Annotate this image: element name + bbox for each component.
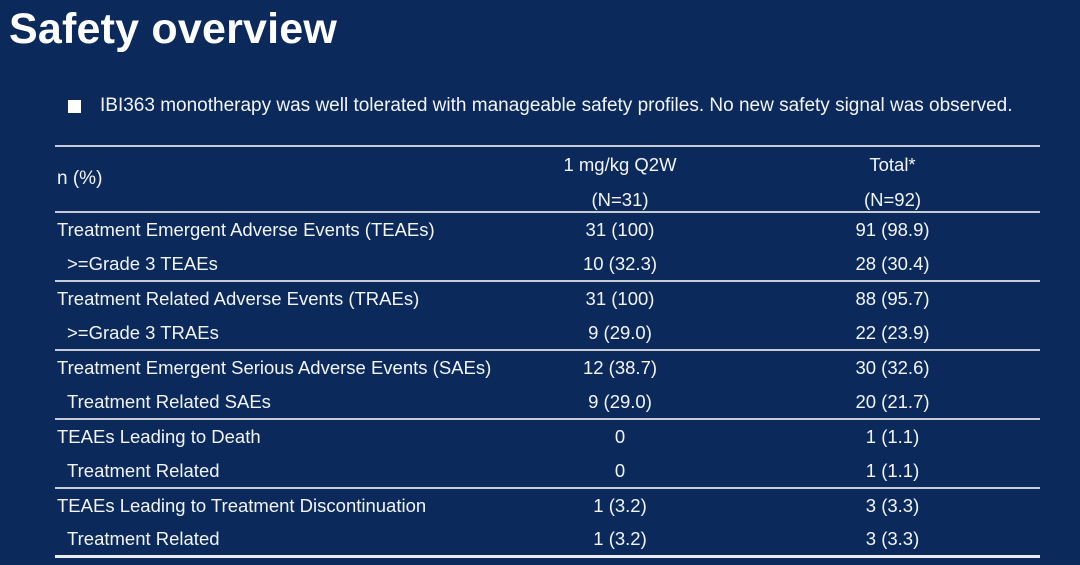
table-row: Treatment Emergent Serious Adverse Event…: [55, 351, 1040, 386]
table-header-row: n (%) 1 mg/kg Q2W (N=31) Total* (N=92): [55, 145, 1040, 213]
row-label: >=Grade 3 TRAEs: [67, 321, 219, 343]
value-dose-group: 10 (32.3): [582, 252, 658, 274]
value-total: 28 (30.4): [855, 252, 930, 274]
row-label: Treatment Related: [67, 459, 220, 481]
column-n: (N=92): [863, 188, 922, 210]
value-total: 3 (3.3): [865, 495, 920, 517]
table-row: >=Grade 3 TEAEs 10 (32.3) 28 (30.4): [55, 248, 1040, 282]
value-total: 1 (1.1): [865, 426, 920, 448]
table-row: TEAEs Leading to Death 0 1 (1.1): [55, 420, 1040, 455]
value-dose-group: 1 (3.2): [593, 495, 647, 517]
value-total: 3 (3.3): [865, 528, 920, 550]
row-label: Treatment Related Adverse Events (TRAEs): [57, 288, 420, 310]
value-dose-group: 12 (38.7): [582, 357, 658, 379]
row-label: TEAEs Leading to Treatment Discontinuati…: [57, 495, 427, 517]
value-total: 1 (1.1): [865, 459, 920, 481]
key-message-bullet: IBI363 monotherapy was well tolerated wi…: [68, 95, 1013, 117]
value-total: 22 (23.9): [855, 321, 930, 343]
value-dose-group: 31 (100): [585, 288, 655, 310]
column-n: (N=31): [591, 188, 649, 210]
table-row: Treatment Related 0 1 (1.1): [55, 455, 1040, 489]
row-label: Treatment Emergent Serious Adverse Event…: [57, 357, 492, 379]
key-message-text: IBI363 monotherapy was well tolerated wi…: [100, 95, 1013, 116]
table-row: Treatment Related SAEs 9 (29.0) 20 (21.7…: [55, 386, 1040, 420]
row-label: TEAEs Leading to Death: [57, 426, 261, 448]
page-title: Safety overview: [9, 5, 338, 53]
row-label: Treatment Related: [67, 528, 220, 550]
row-label: Treatment Emergent Adverse Events (TEAEs…: [57, 219, 435, 241]
value-dose-group: 1 (3.2): [593, 528, 647, 550]
table-row: Treatment Related Adverse Events (TRAEs)…: [55, 282, 1040, 317]
value-dose-group: 9 (29.0): [588, 321, 652, 343]
table-row: Treatment Related 1 (3.2) 3 (3.3): [55, 524, 1040, 558]
value-dose-group: 0: [614, 426, 626, 448]
value-dose-group: 0: [614, 459, 626, 481]
column-title: Total*: [869, 153, 916, 175]
square-bullet-icon: [68, 99, 81, 113]
value-dose-group: 9 (29.0): [588, 390, 652, 412]
value-total: 30 (32.6): [855, 357, 930, 379]
column-header-total: Total* (N=92): [745, 148, 1040, 211]
table-row: Treatment Emergent Adverse Events (TEAEs…: [55, 213, 1040, 248]
value-dose-group: 31 (100): [585, 219, 655, 241]
row-label: >=Grade 3 TEAEs: [67, 252, 218, 274]
value-total: 20 (21.7): [855, 390, 930, 412]
safety-overview-table: n (%) 1 mg/kg Q2W (N=31) Total* (N=92) T…: [55, 145, 1040, 558]
value-total: 91 (98.9): [855, 219, 930, 241]
table-row: >=Grade 3 TRAEs 9 (29.0) 22 (23.9): [55, 317, 1040, 351]
row-label: Treatment Related SAEs: [67, 390, 271, 412]
row-label-column-header: n (%): [57, 168, 103, 189]
table-row: TEAEs Leading to Treatment Discontinuati…: [55, 489, 1040, 524]
column-title: 1 mg/kg Q2W: [563, 153, 677, 175]
value-total: 88 (95.7): [855, 288, 930, 310]
column-header-dose-group: 1 mg/kg Q2W (N=31): [495, 148, 745, 211]
